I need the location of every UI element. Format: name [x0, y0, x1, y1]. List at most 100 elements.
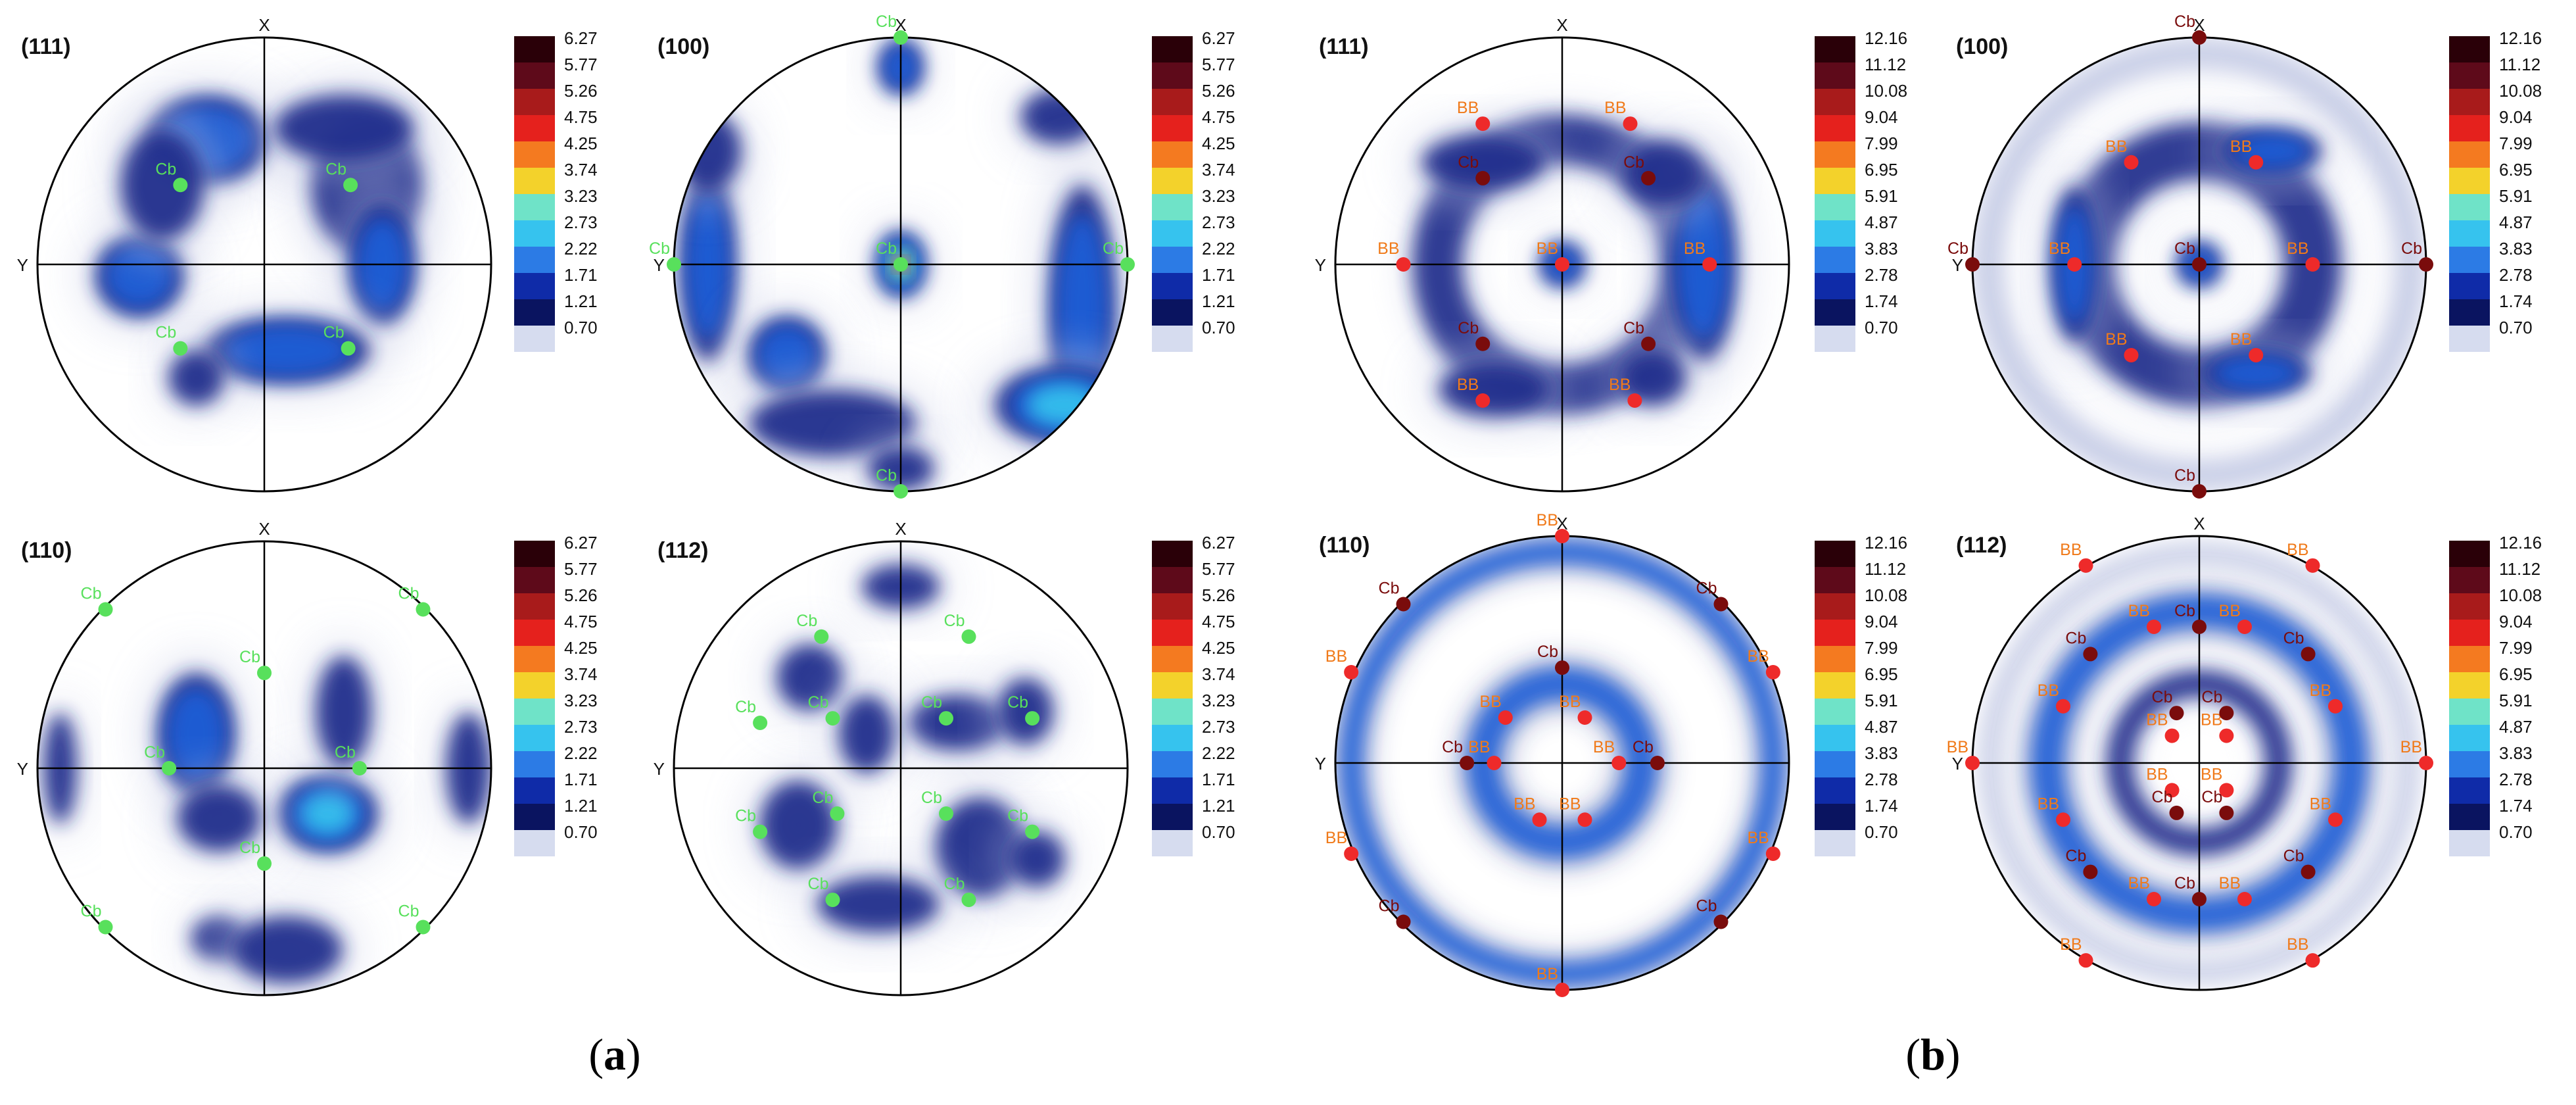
marker-label: Cb — [155, 324, 176, 342]
density-map — [37, 37, 491, 491]
colorbar-tick-label: 9.04 — [1865, 612, 1898, 631]
orientation-marker — [2249, 348, 2264, 362]
colorbar-swatch — [1152, 220, 1193, 247]
colorbar-tick-label: 6.95 — [2499, 160, 2533, 180]
orientation-marker — [1641, 170, 1656, 185]
colorbar-tick-label: 11.12 — [2499, 55, 2540, 74]
colorbar-swatch — [1152, 62, 1193, 89]
colorbar-tick-label: 1.21 — [1202, 291, 1235, 311]
marker-label: Cb — [1696, 897, 1717, 916]
colorbar-swatch — [2449, 62, 2490, 89]
marker-label: Cb — [1623, 319, 1644, 337]
marker-label: Cb — [398, 585, 419, 603]
colorbar-tick-label: 6.27 — [1202, 28, 1235, 48]
orientation-marker — [416, 602, 431, 617]
colorbar-tick-label: 3.83 — [2499, 743, 2533, 763]
colorbar-tick-label: 6.95 — [2499, 664, 2533, 684]
colorbar-tick-label: 3.74 — [1202, 160, 1235, 180]
colorbar-tick-label: 7.99 — [2499, 638, 2533, 658]
marker-label: BB — [2105, 330, 2127, 349]
marker-label: BB — [2201, 765, 2222, 783]
colorbar-swatch — [1152, 620, 1193, 646]
orientation-marker — [173, 341, 188, 356]
density-blob — [316, 656, 371, 767]
marker-label: BB — [1537, 239, 1558, 258]
marker-label: BB — [1593, 738, 1615, 756]
colorbar-swatch — [514, 299, 555, 326]
colorbar-tick-label: 1.71 — [564, 770, 598, 789]
orientation-marker — [1555, 983, 1569, 997]
colorbar-tick-label: 5.91 — [1865, 186, 1898, 206]
colorbar-tick-label: 2.22 — [564, 239, 598, 258]
orientation-marker — [825, 893, 840, 908]
colorbar-swatch — [2449, 89, 2490, 115]
orientation-marker — [1475, 170, 1491, 185]
density-blob — [168, 350, 224, 406]
colorbar-tick-label: 2.73 — [1202, 212, 1235, 232]
colorbar-swatch — [1815, 593, 1855, 620]
orientation-marker — [1344, 847, 1359, 861]
orientation-marker — [939, 711, 953, 726]
colorbar-swatch — [1815, 672, 1855, 699]
pole-figure-b-110: X Y (110) BB Cb Cb BB BB Cb Cb Cb BB BB BB BB BB BB BB BB C… — [1315, 511, 1790, 997]
orientation-marker — [1713, 597, 1729, 612]
colorbar-tick-label: 5.91 — [2499, 691, 2533, 710]
orientation-marker — [894, 257, 908, 272]
marker-label: BB — [2230, 137, 2252, 156]
colorbar-swatch — [2449, 751, 2490, 777]
density-blob — [907, 695, 1008, 751]
marker-label: BB — [2400, 738, 2422, 756]
colorbar-tick-label: 12.16 — [1865, 28, 1907, 48]
colorbar-swatch — [2449, 168, 2490, 194]
pole-figure-b-100: X Y (100) Cb Cb Cb Cb Cb BB BB BB BB BB BB — [1947, 12, 2433, 499]
marker-label: Cb — [876, 466, 897, 485]
colorbar-tick-label: 5.26 — [1202, 81, 1235, 101]
orientation-marker — [1396, 914, 1411, 929]
orientation-marker — [830, 806, 845, 821]
colorbar-swatch — [514, 777, 555, 804]
colorbar-swatch — [1152, 115, 1193, 141]
marker-label: Cb — [1007, 807, 1028, 825]
marker-label: Cb — [2401, 239, 2422, 258]
orientation-marker — [1713, 914, 1729, 929]
colorbar-b-100: 12.16 11.12 10.08 9.04 7.99 6.95 5.91 4.87 3.83 2… — [2449, 28, 2542, 352]
colorbar-swatch — [1815, 830, 1855, 856]
orientation-marker — [2164, 783, 2180, 798]
density-blob — [300, 793, 355, 835]
marker-label: Cb — [2174, 602, 2195, 620]
orientation-marker — [2147, 892, 2161, 906]
colorbar-swatch — [2449, 194, 2490, 220]
orientation-marker — [2328, 812, 2343, 827]
colorbar-tick-label: 12.16 — [1865, 533, 1907, 552]
orientation-marker — [667, 257, 681, 272]
y-axis-label: Y — [1315, 255, 1326, 275]
colorbar-tick-label: 2.78 — [1865, 770, 1898, 789]
marker-label: BB — [2146, 711, 2168, 729]
colorbar-swatch — [2449, 672, 2490, 699]
colorbar-tick-label: 5.91 — [1865, 691, 1898, 710]
colorbar-swatch — [1815, 273, 1855, 299]
marker-label: Cb — [239, 839, 260, 857]
colorbar-tick-label: 2.73 — [564, 212, 598, 232]
colorbar-tick-label: 5.77 — [564, 55, 598, 74]
marker-label: Cb — [876, 239, 897, 258]
colorbar-swatch — [1815, 804, 1855, 830]
orientation-marker — [894, 30, 908, 45]
marker-label: BB — [2287, 541, 2308, 559]
density-blob — [223, 325, 351, 377]
marker-label: Cb — [144, 743, 165, 762]
marker-label: BB — [2201, 711, 2222, 729]
density-blob — [997, 678, 1053, 745]
orientation-marker — [416, 920, 431, 935]
pole-figure-a-111: X Y (111) Cb Cb Cb Cb — [17, 15, 492, 493]
marker-label: Cb — [1623, 153, 1644, 172]
marker-label: Cb — [2152, 688, 2173, 706]
colorbar-swatch — [1815, 541, 1855, 567]
orientation-marker — [1498, 710, 1513, 725]
orientation-marker — [1555, 660, 1569, 675]
colorbar-tick-label: 12.16 — [2499, 28, 2542, 48]
marker-label: Cb — [239, 648, 260, 666]
colorbar-tick-label: 1.71 — [564, 265, 598, 285]
colorbar-tick-label: 4.87 — [1865, 717, 1898, 737]
orientation-marker — [1396, 597, 1411, 612]
